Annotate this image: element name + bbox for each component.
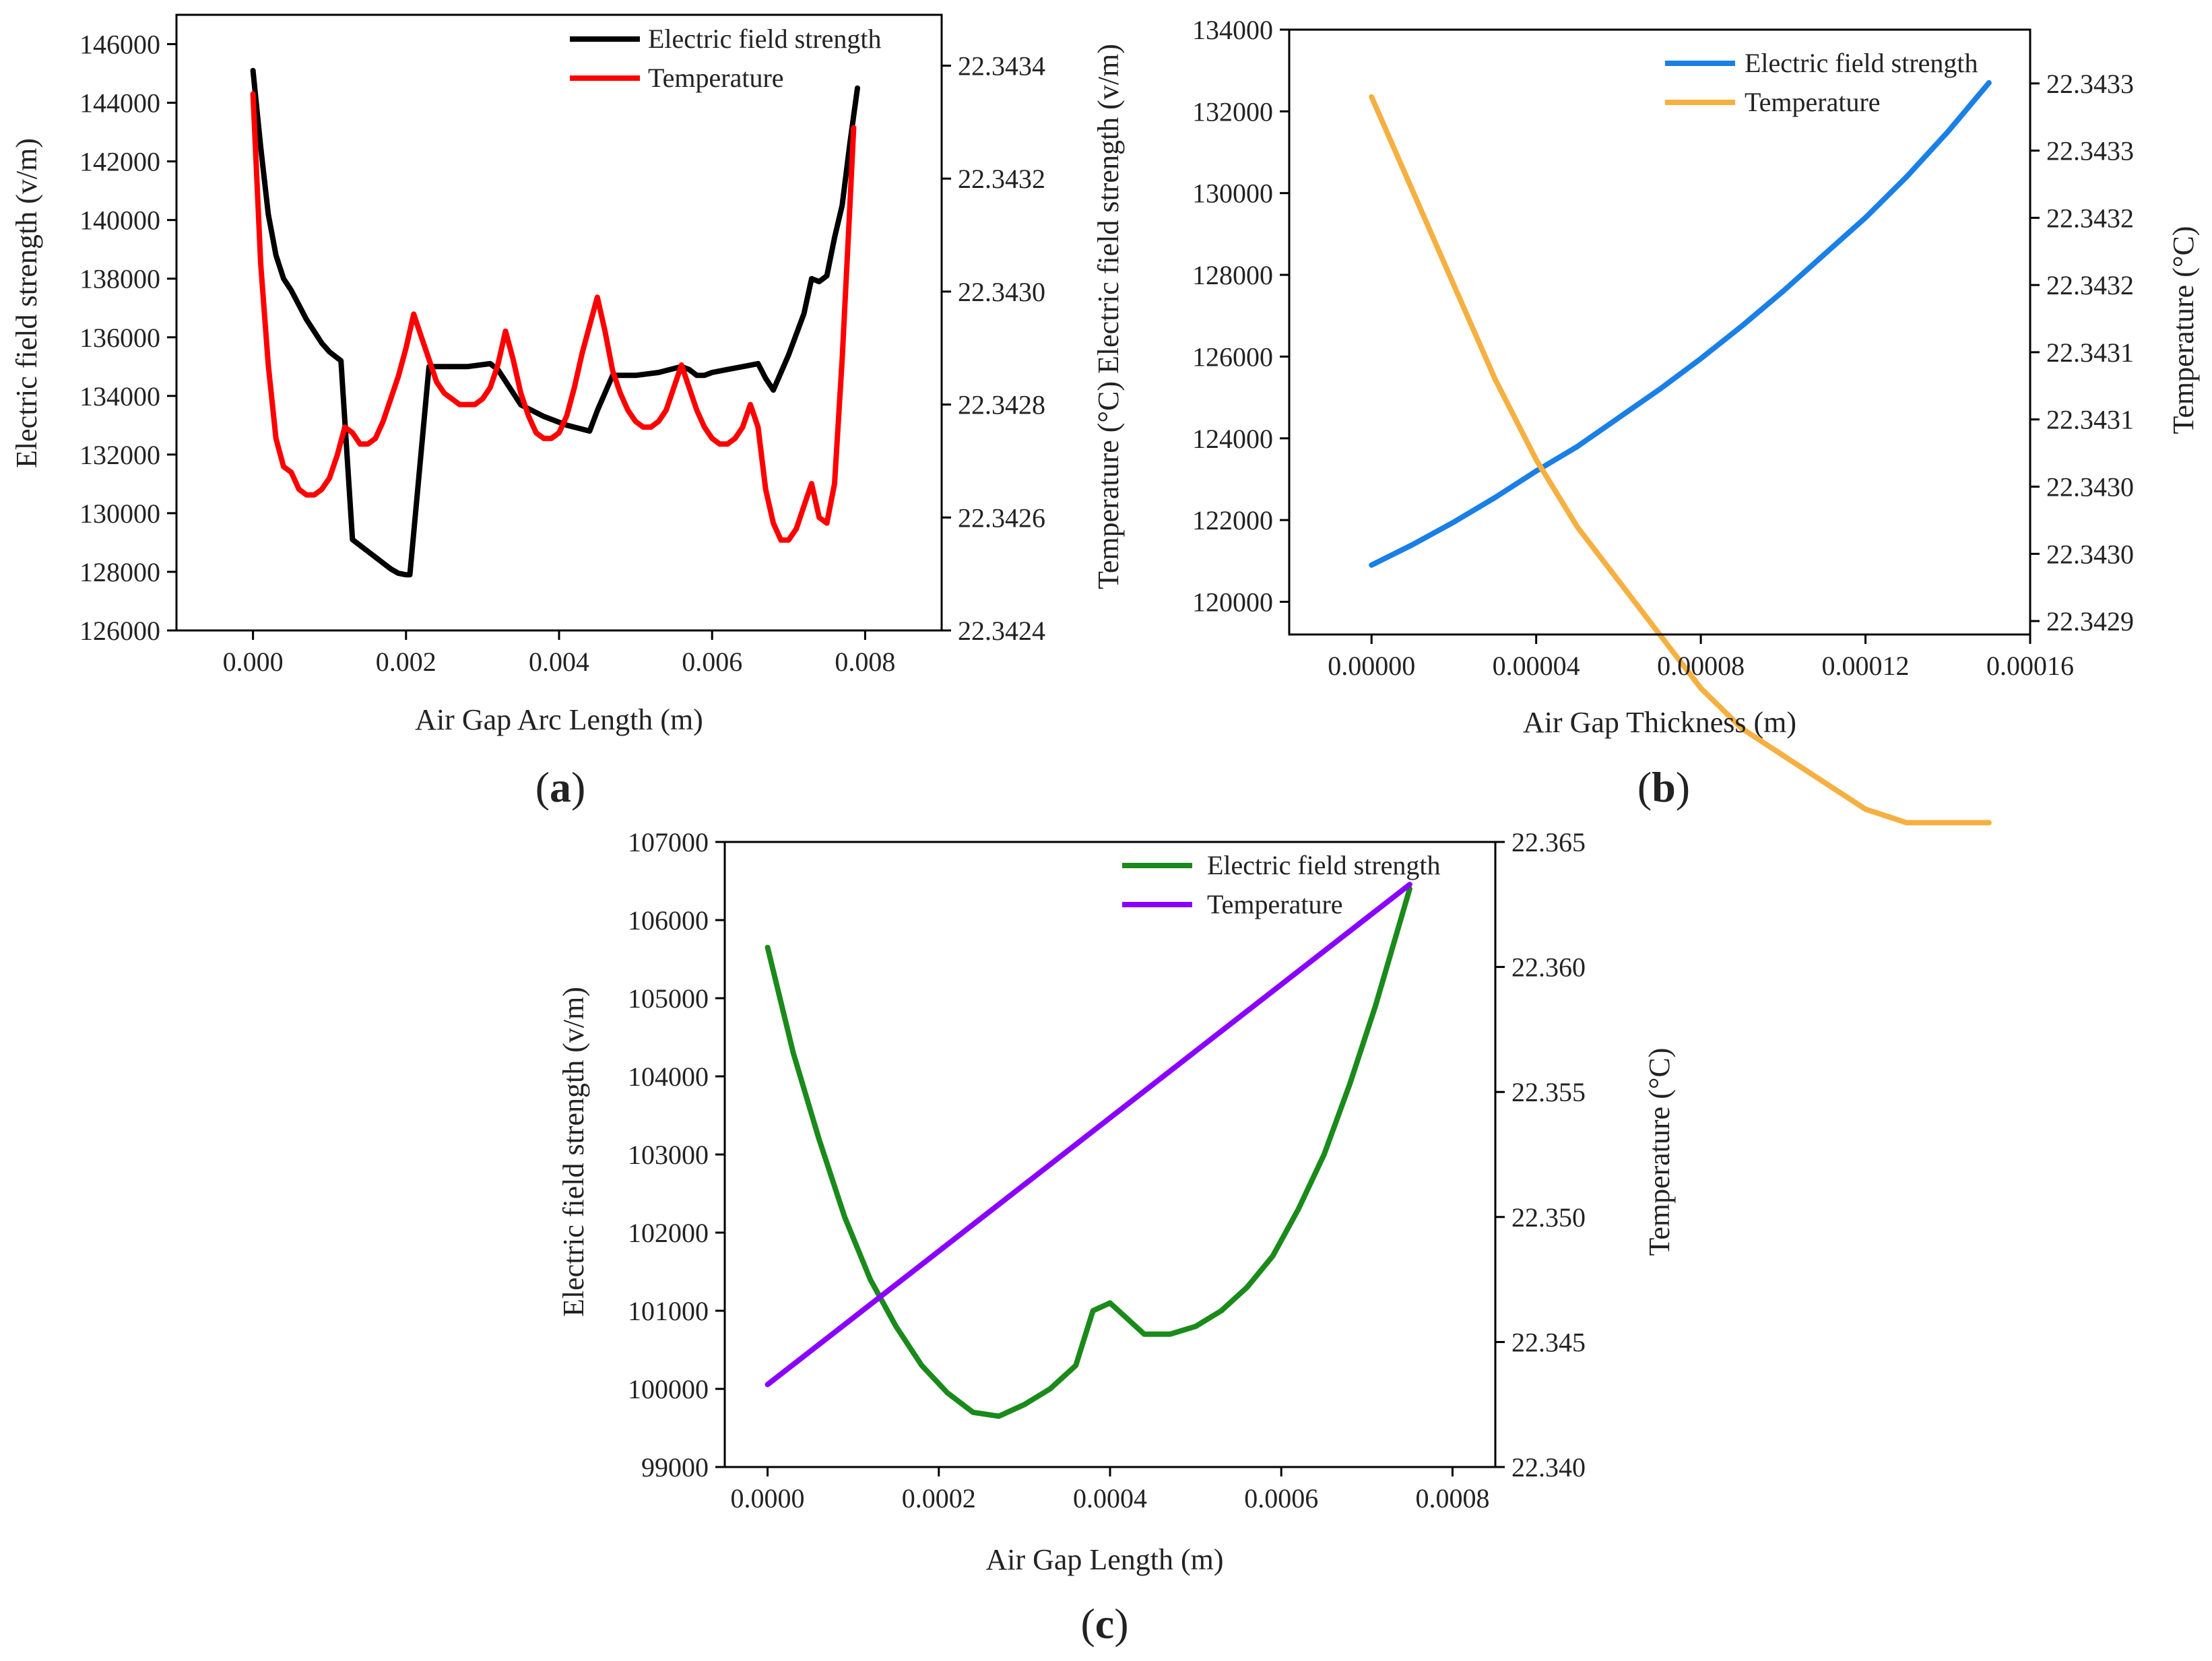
panel-b-y-right-tick-label: 22.3430 (2046, 471, 2134, 502)
panel-a-y-left-tick-label: 132000 (79, 440, 160, 470)
panel-b-y-right-tick-label: 22.3433 (2046, 69, 2134, 99)
panel-c-y-right-tick-label: 22.345 (1511, 1327, 1586, 1357)
panel-c-legend-label-temp: Temperature (1207, 889, 1343, 919)
panel-c-legend: Electric field strength Temperature (1122, 850, 1441, 919)
panel-b-x-tick-label: 0.00008 (1657, 651, 1745, 681)
panel-b-x-tick-label: 0.00012 (1822, 651, 1910, 681)
panel-a-y-left-tick-label: 144000 (79, 88, 160, 119)
panel-b-y-right-axis-title: Temperature (°C) (2167, 226, 2200, 434)
panel-b-plot-frame (1288, 28, 2031, 636)
panel-a-y-right-tick-label: 22.3432 (958, 164, 1045, 194)
panel-c-y-left-tick-label: 99000 (641, 1452, 709, 1483)
panel-b-x-tick-label: 0.00016 (1986, 651, 2074, 681)
panel-c-y-left-tick-label: 107000 (628, 827, 709, 857)
panel-a-y-left-tick-label: 140000 (79, 205, 160, 236)
panel-b-y-right-tick-label: 22.3430 (2046, 539, 2134, 569)
panel-a-legend-label-temp: Temperature (648, 63, 784, 93)
panel-c-y-left-tick-label: 101000 (628, 1296, 709, 1326)
panel-c-y-right-tick-label: 22.360 (1511, 952, 1586, 983)
panel-c-x-tick-label: 0.0006 (1244, 1483, 1318, 1513)
panel-c-y-left-tick-label: 104000 (628, 1062, 709, 1092)
panel-c-y-right-tick-label: 22.350 (1511, 1202, 1586, 1233)
panel-c-y-left-tick-label: 106000 (628, 905, 709, 936)
panel-c-x-axis-title: Air Gap Length (m) (985, 1543, 1223, 1576)
panel-b-y-right-tick-label: 22.3431 (2046, 337, 2134, 368)
panel-a-y-left-tick-label: 130000 (79, 498, 160, 529)
panel-a-x-tick-label: 0.002 (376, 647, 436, 677)
panel-c-series-temperature-line (765, 882, 1412, 1388)
panel-b-legend-label-efield: Electric field strength (1745, 48, 1978, 78)
panel-b-y-right-tick-label: 22.3431 (2046, 405, 2134, 435)
panel-b-legend-label-temp: Temperature (1745, 87, 1881, 117)
panel-a-y-right-tick-label: 22.3426 (958, 502, 1045, 533)
panel-b-x-tick-label: 0.00000 (1328, 651, 1415, 681)
panel-b-y-left-tick-label: 128000 (1192, 260, 1273, 290)
panel-b-y-left-tick-label: 132000 (1192, 96, 1273, 127)
panel-b-x-axis-title: Air Gap Thickness (m) (1523, 706, 1796, 739)
panel-c-y-left-axis-title: Electric field strength (v/m) (557, 987, 590, 1317)
panel-a-legend: Electric field strength Temperature (570, 24, 882, 93)
panel-c-y-right-tick-label: 22.355 (1511, 1077, 1586, 1107)
panel-c-y-left-tick-label: 102000 (628, 1218, 709, 1248)
panel-a-chart: Electric field strength Temperature Air … (10, 13, 1045, 811)
panel-b-y-right-tick-label: 22.3433 (2046, 136, 2134, 166)
panel-a-x-tick-label: 0.004 (529, 647, 589, 677)
panel-c-chart: Electric field strength Temperature Air … (557, 827, 1676, 1648)
panel-b-y-left-tick-label: 134000 (1192, 15, 1273, 45)
panel-a-y-left-tick-label: 134000 (79, 381, 160, 412)
panel-c-y-right-tick-label: 22.340 (1511, 1452, 1586, 1483)
panel-a-y-right-tick-label: 22.3424 (958, 616, 1045, 646)
panel-a-x-tick-label: 0.006 (682, 647, 742, 677)
panel-c-y-left-tick-label: 103000 (628, 1140, 709, 1170)
panel-b-y-left-tick-label: 126000 (1192, 341, 1273, 372)
panel-b-label: (b) (1637, 763, 1690, 811)
panel-c-label: (c) (1080, 1600, 1128, 1648)
panel-a-y-left-tick-label: 136000 (79, 323, 160, 353)
panel-b-series-temperature-line (1369, 94, 1992, 826)
panel-c-y-left-tick-label: 105000 (628, 983, 709, 1014)
panel-a-legend-label-efield: Electric field strength (648, 24, 882, 54)
panel-a-y-left-tick-label: 126000 (79, 616, 160, 646)
panel-c-y-right-tick-label: 22.365 (1511, 827, 1586, 857)
panel-b-y-left-tick-label: 122000 (1192, 505, 1273, 535)
panel-a-x-tick-label: 0.008 (835, 647, 895, 677)
panel-b-y-left-tick-label: 130000 (1192, 178, 1273, 209)
panel-b-series-electric-field-line (1369, 79, 1992, 568)
panel-a-y-left-tick-label: 146000 (79, 30, 160, 60)
panel-a-y-right-tick-label: 22.3434 (958, 51, 1045, 81)
panel-b-chart: Electric field strength Temperature Air … (1092, 15, 2200, 826)
panel-b-y-left-axis-title: Temperature (°C) Electric field strength… (1092, 44, 1125, 589)
panel-b-y-left-tick-label: 124000 (1192, 424, 1273, 454)
panel-c-x-tick-label: 0.0002 (902, 1483, 976, 1513)
panel-b-y-left-tick-label: 120000 (1192, 587, 1273, 617)
panel-a-y-right-tick-label: 22.3428 (958, 390, 1045, 420)
panel-c-y-left-tick-label: 100000 (628, 1374, 709, 1404)
panel-c-x-tick-label: 0.0008 (1415, 1483, 1489, 1513)
panel-b-x-tick-label: 0.00004 (1493, 651, 1580, 681)
panel-a-series-temperature-line (250, 91, 857, 543)
panel-a-series-electric-field-line (250, 67, 860, 578)
panel-a-y-left-tick-label: 142000 (79, 147, 160, 177)
panel-c-x-tick-label: 0.0000 (731, 1483, 805, 1513)
panel-c-legend-label-efield: Electric field strength (1207, 850, 1441, 880)
panel-c-x-tick-label: 0.0004 (1073, 1483, 1147, 1513)
panel-a-y-left-axis-title: Electric field strength (v/m) (10, 138, 43, 468)
panel-b-y-right-tick-label: 22.3432 (2046, 203, 2134, 233)
panel-a-y-right-tick-label: 22.3430 (958, 277, 1045, 307)
panel-a-y-left-tick-label: 128000 (79, 557, 160, 587)
panel-b-legend: Electric field strength Temperature (1665, 48, 1978, 117)
panel-a-x-axis-title: Air Gap Arc Length (m) (415, 703, 703, 736)
panel-b-y-right-tick-label: 22.3429 (2046, 606, 2134, 637)
panel-b-y-right-tick-label: 22.3432 (2046, 270, 2134, 300)
panel-a-x-tick-label: 0.000 (223, 647, 284, 677)
panel-c-y-right-axis-title: Temperature (°C) (1643, 1048, 1676, 1256)
panel-a-y-left-tick-label: 138000 (79, 264, 160, 294)
panel-a-label: (a) (535, 763, 586, 811)
